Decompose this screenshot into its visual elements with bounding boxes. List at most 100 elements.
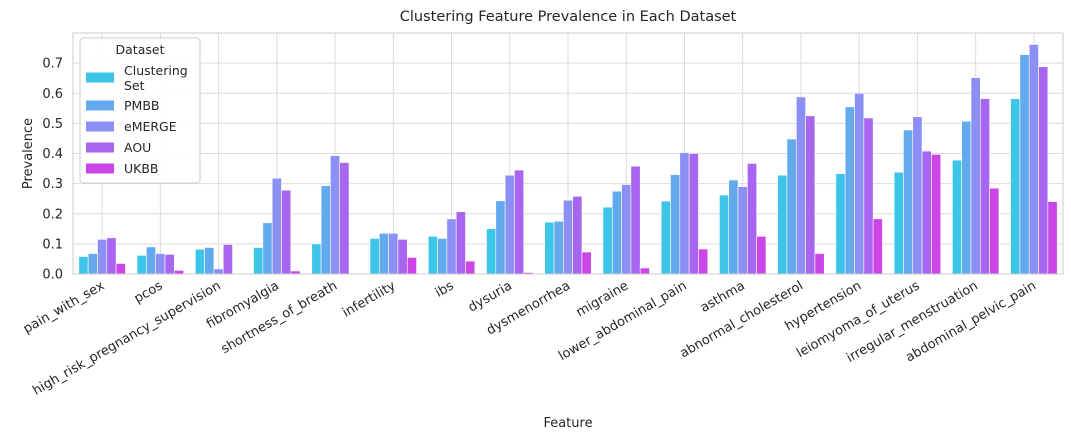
bar — [805, 115, 816, 275]
bar — [397, 239, 408, 275]
bar — [719, 194, 730, 275]
bar — [136, 255, 147, 275]
bar — [602, 206, 613, 275]
legend-swatch — [86, 142, 114, 153]
bar — [747, 163, 757, 275]
bar — [961, 120, 972, 275]
bar — [427, 236, 438, 275]
legend-entry-label: Set — [124, 78, 145, 93]
bar — [194, 249, 205, 275]
legend-swatch — [86, 121, 114, 132]
bar — [931, 154, 942, 275]
legend-swatch — [86, 163, 114, 174]
bar — [814, 253, 825, 275]
bar — [204, 247, 215, 275]
bar — [174, 270, 184, 275]
legend-swatch — [86, 100, 114, 111]
bar — [446, 218, 457, 275]
x-tick-label: pain_with_sex — [21, 278, 107, 337]
y-tick-label: 0.5 — [42, 117, 63, 132]
bar — [563, 199, 573, 275]
y-tick-label: 0.2 — [42, 207, 63, 222]
bar — [311, 243, 322, 275]
bar — [504, 174, 515, 275]
x-tick-label: ibs — [433, 278, 457, 300]
x-tick-label: pcos — [132, 278, 166, 306]
bar — [756, 236, 767, 275]
bar — [465, 260, 476, 275]
bar — [670, 174, 681, 275]
bars — [78, 44, 1058, 275]
legend-entry-label: PMBB — [124, 98, 159, 113]
bar — [660, 200, 671, 275]
bar — [980, 98, 990, 275]
bar — [406, 257, 417, 275]
bar — [514, 169, 525, 275]
bar — [106, 237, 117, 275]
bar — [1019, 54, 1030, 275]
bar — [639, 267, 650, 275]
bar — [97, 239, 108, 275]
bar — [78, 256, 89, 275]
bar — [863, 117, 874, 275]
bar — [777, 174, 788, 275]
x-axis-label: Feature — [543, 416, 592, 431]
bar — [87, 253, 98, 275]
bar — [281, 189, 292, 275]
bar — [495, 200, 506, 275]
bar — [115, 263, 126, 275]
legend-entry-label: AOU — [124, 140, 151, 155]
bar — [728, 179, 739, 275]
bar — [222, 244, 233, 275]
legend-entry-label: UKBB — [124, 161, 159, 176]
y-tick-label: 0.0 — [42, 268, 63, 283]
bar — [544, 221, 555, 275]
bar — [611, 190, 622, 275]
bar — [795, 96, 806, 275]
legend-title: Dataset — [116, 42, 165, 57]
y-tick-label: 0.4 — [42, 147, 63, 162]
bar — [339, 162, 350, 275]
y-tick-label: 0.7 — [42, 57, 63, 72]
x-tick-label: infertility — [340, 278, 398, 320]
bar — [688, 153, 699, 275]
bar — [912, 116, 923, 275]
bar — [621, 184, 632, 275]
bar — [253, 247, 264, 275]
bar — [786, 138, 797, 275]
bar — [872, 218, 883, 275]
bar — [630, 165, 641, 275]
x-axis-ticks: pain_with_sex pcoshigh_risk_pregnancy_sup… — [21, 278, 1039, 398]
bar — [388, 233, 399, 275]
bar — [698, 248, 709, 275]
bar — [844, 106, 855, 275]
bar — [379, 233, 389, 275]
bar — [737, 186, 748, 275]
legend-swatch — [86, 72, 114, 83]
bar — [893, 171, 904, 275]
x-tick-label: dysuria — [466, 278, 515, 315]
bar — [581, 251, 592, 275]
bar — [835, 173, 846, 275]
bar — [1047, 201, 1058, 275]
bar — [437, 238, 448, 275]
x-tick-label: high_risk_pregnancy_supervision — [30, 278, 223, 398]
bar — [970, 77, 981, 275]
plot-area-frame — [72, 32, 1064, 275]
legend-entry-label: eMERGE — [124, 119, 177, 134]
bar — [455, 211, 466, 275]
bar — [921, 150, 932, 275]
x-tick-label: asthma — [698, 278, 748, 315]
bar — [164, 254, 175, 275]
bar — [952, 159, 962, 275]
bar — [553, 220, 564, 275]
bar — [572, 195, 583, 275]
bar — [1010, 98, 1021, 275]
bar — [486, 228, 497, 275]
bar — [330, 155, 341, 275]
bar — [320, 185, 331, 275]
y-tick-label: 0.1 — [42, 237, 63, 252]
